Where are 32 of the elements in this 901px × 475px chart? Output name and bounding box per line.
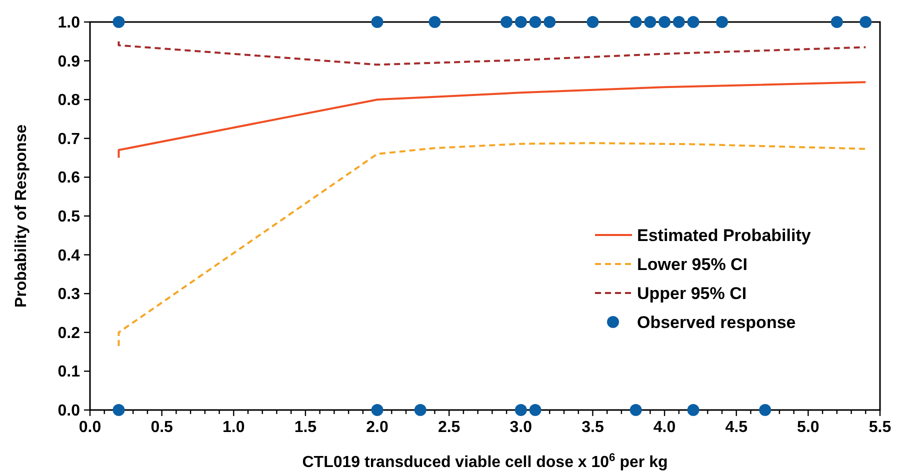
y-tick-label: 0.7 — [58, 130, 80, 148]
y-tick-label: 0.0 — [58, 402, 80, 420]
y-tick-label: 0.2 — [58, 324, 80, 342]
y-tick-label: 0.4 — [58, 247, 80, 264]
x-tick-label: 4.0 — [653, 419, 676, 436]
line-series — [118, 81, 867, 159]
legend-label: Estimated Probability — [637, 226, 812, 245]
x-tick-label: 0.5 — [150, 419, 174, 436]
legend-label: Observed response — [637, 313, 796, 332]
legend-label: Lower 95% CI — [637, 255, 748, 274]
x-tick-label: 5.5 — [868, 419, 892, 436]
x-tick-label: 2.5 — [438, 419, 460, 436]
y-tick-label: 0.6 — [58, 170, 80, 187]
line-series — [118, 40, 867, 66]
y-axis-title: Probability of Response — [13, 124, 30, 308]
y-tick-label: 0.1 — [58, 364, 80, 381]
y-tick-label: 0.9 — [58, 53, 80, 70]
x-tick-label: 1.0 — [222, 419, 245, 436]
x-tick-label: 3.0 — [510, 419, 532, 436]
y-tick-label: 1.0 — [58, 14, 80, 32]
line-series — [118, 142, 867, 347]
y-tick-label: 0.5 — [58, 208, 80, 226]
x-tick-label: 0.0 — [78, 419, 102, 436]
x-axis-title: CTL019 transduced viable cell dose x 10$^{6}$ per kg — [302, 452, 668, 471]
x-tick-label: 4.5 — [725, 419, 748, 436]
x-tick-label: 2.0 — [366, 419, 388, 436]
y-tick-label: 0.8 — [58, 92, 80, 110]
x-tick-label: 1.5 — [294, 419, 317, 436]
legend-label: Upper 95% CI — [637, 284, 747, 303]
y-tick-label: 0.3 — [58, 286, 80, 304]
x-tick-label: 5.0 — [797, 419, 820, 436]
x-tick-label: 3.5 — [582, 419, 604, 436]
